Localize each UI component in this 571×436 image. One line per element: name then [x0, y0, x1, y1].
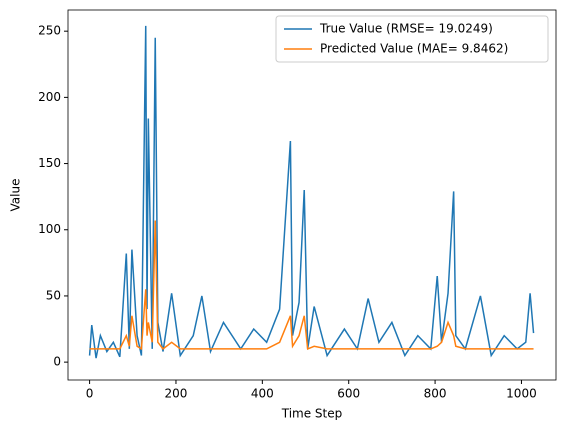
- x-tick-label: 1000: [506, 387, 537, 401]
- legend-label: True Value (RMSE= 19.0249): [319, 22, 493, 36]
- y-tick-label: 150: [38, 156, 61, 170]
- plot-frame: [67, 9, 557, 381]
- x-tick-label: 200: [165, 387, 188, 401]
- legend-label: Predicted Value (MAE= 9.8462): [320, 42, 508, 56]
- x-axis-label: Time Step: [281, 407, 343, 421]
- x-tick-label: 0: [86, 387, 94, 401]
- x-tick-label: 800: [424, 387, 447, 401]
- data-line: [89, 220, 534, 351]
- y-tick-label: 200: [38, 90, 61, 104]
- x-tick-label: 400: [251, 387, 274, 401]
- data-line: [88, 25, 535, 359]
- y-tick-label: 0: [53, 355, 61, 369]
- y-tick-label: 100: [38, 222, 61, 236]
- x-tick-label: 600: [337, 387, 360, 401]
- legend-box: [275, 15, 549, 63]
- y-axis-label: Value: [9, 179, 23, 212]
- y-tick-label: 50: [46, 288, 61, 302]
- y-tick-label: 250: [38, 24, 61, 38]
